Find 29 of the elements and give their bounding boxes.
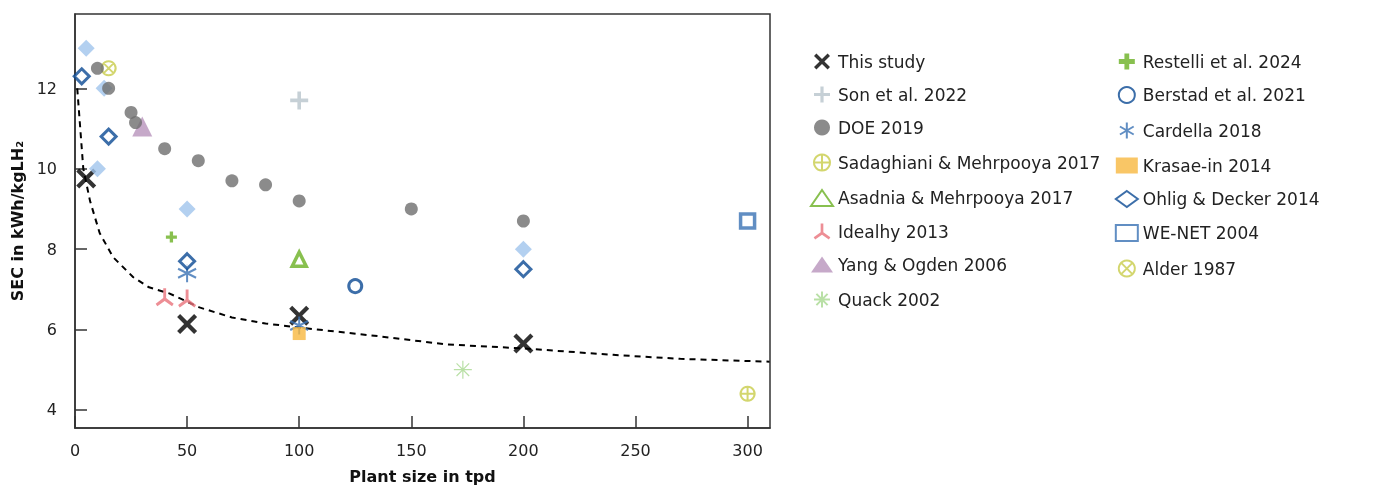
legend-label: DOE 2019: [838, 117, 924, 138]
x-tick-label: 300: [732, 440, 763, 460]
legend-label: Berstad et al. 2021: [1142, 85, 1306, 105]
x-tick-label: 200: [508, 440, 539, 460]
x-tick-label: 0: [69, 440, 81, 460]
x-tick-label: 250: [620, 440, 651, 460]
y-tick-label: 10: [36, 159, 57, 179]
legend-label: Cardella 2018: [1142, 120, 1262, 141]
legend-label: Alder 1987: [1142, 258, 1237, 279]
legend-label: Krasae-in 2014: [1142, 155, 1272, 176]
x-tick-label: 150: [396, 440, 427, 460]
legend-label: Yang & Ogden 2006: [837, 254, 1007, 275]
legend-label: Quack 2002: [838, 289, 941, 310]
y-tick-label: 8: [46, 239, 57, 259]
legend-label: Asadnia & Mehrpooya 2017: [838, 188, 1074, 208]
legend-label: Idealhy 2013: [838, 221, 949, 242]
x-axis-title: Plant size in tpd: [349, 466, 496, 486]
x-tick-label: 50: [176, 440, 198, 460]
y-tick-label: 4: [46, 400, 57, 420]
legend-label: WE-NET 2004: [1142, 223, 1260, 243]
legend-label: Sadaghiani & Mehrpooya 2017: [838, 152, 1101, 173]
legend-label: This study: [837, 51, 926, 72]
y-tick-label: 12: [36, 78, 57, 98]
y-axis-title: SEC in kWh/kgLH₂: [8, 140, 28, 302]
legend-label: Son et al. 2022: [838, 84, 968, 105]
y-tick-label: 6: [46, 320, 57, 340]
legend-label: Ohlig & Decker 2014: [1142, 189, 1320, 209]
x-tick-label: 100: [283, 440, 315, 460]
legend-label: Restelli et al. 2024: [1142, 51, 1302, 72]
